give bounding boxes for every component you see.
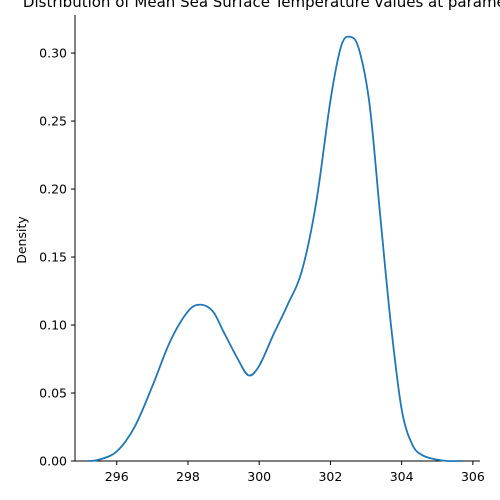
- x-tick-label: 296: [105, 469, 129, 484]
- x-tick-label: 304: [390, 469, 414, 484]
- y-tick-label: 0.05: [39, 386, 67, 401]
- x-tick-label: 298: [176, 469, 200, 484]
- y-tick-label: 0.15: [39, 250, 67, 265]
- y-tick-label: 0.10: [39, 318, 67, 333]
- x-tick-label: 306: [461, 469, 485, 484]
- y-tick-label: 0.00: [39, 454, 67, 469]
- plot-area: 0.00 0.05 0.10 0.15 0.20 0.25 0.30 296 298 300 302…: [39, 15, 485, 484]
- y-tick-label: 0.25: [39, 114, 67, 129]
- x-tick-label: 302: [318, 469, 342, 484]
- y-axis-label: Density: [14, 216, 29, 264]
- density-curve: [88, 35, 463, 463]
- chart-title: Distribution of Mean Sea Surface Tempera…: [23, 0, 500, 11]
- x-tick-label: 300: [247, 469, 271, 484]
- y-tick-label: 0.30: [39, 46, 67, 61]
- y-tick-label: 0.20: [39, 182, 67, 197]
- y-axis-label-group: Density: [14, 216, 29, 264]
